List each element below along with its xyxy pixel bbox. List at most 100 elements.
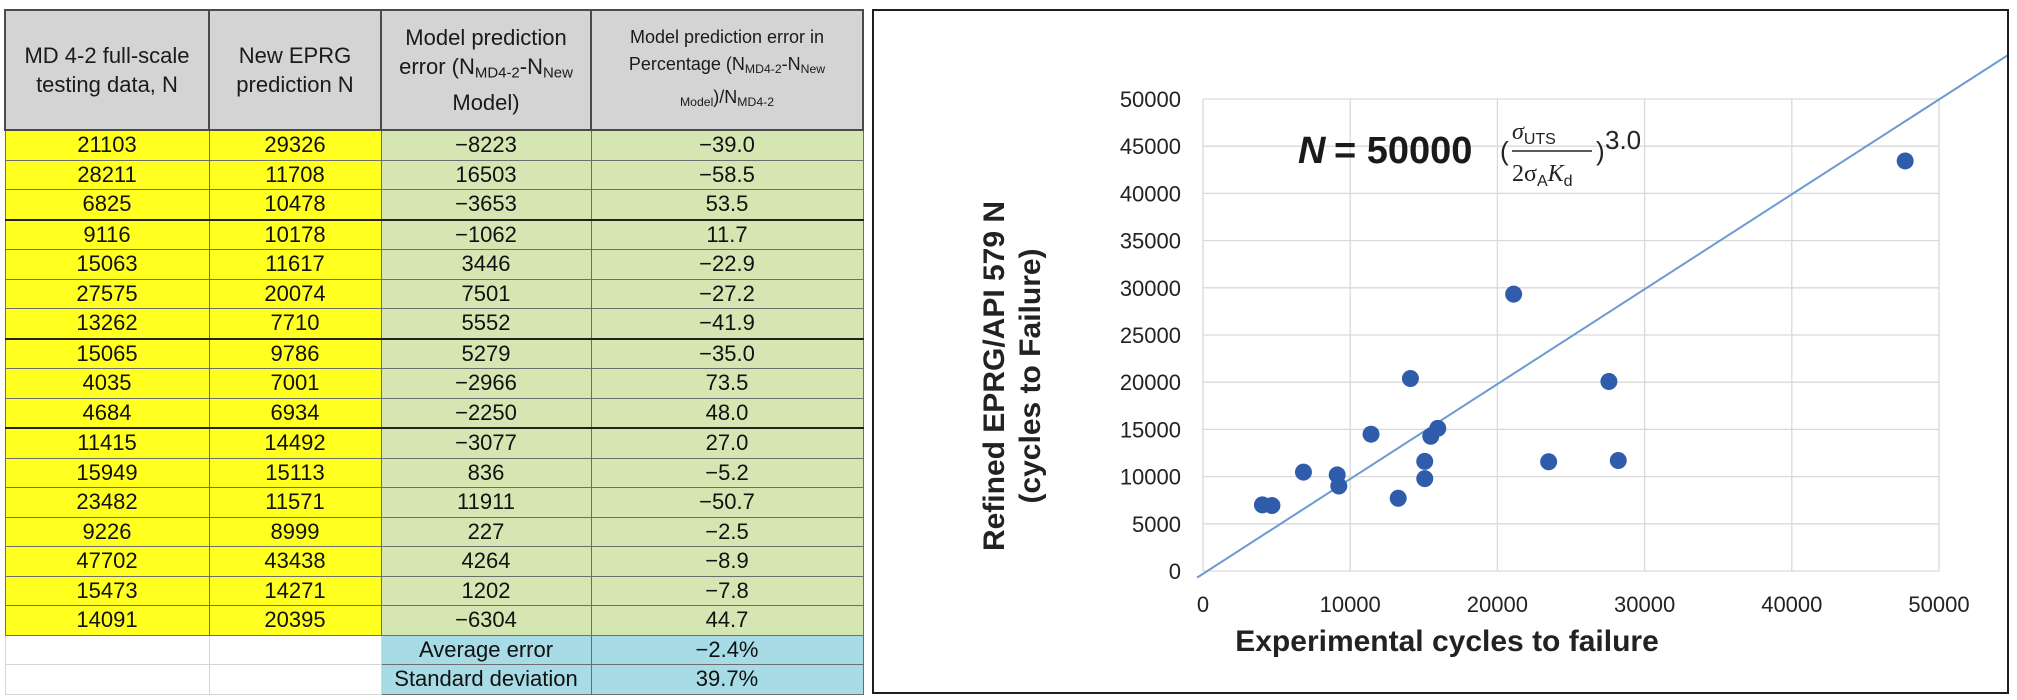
cell-error-value: −3653: [380, 189, 592, 220]
header-model-error-sub: New: [542, 64, 573, 82]
header-model-error-sub: MD4-2: [474, 64, 520, 82]
x-tick-label: 40000: [1761, 592, 1822, 617]
data-point: [1540, 453, 1558, 471]
table-row: 47702 43438 4264 −8.9: [4, 546, 864, 577]
cell-percent-value: −5.2: [590, 457, 864, 488]
cell-percent-value: −35.0: [590, 337, 864, 369]
cell-percent-value: −50.7: [590, 487, 864, 518]
table-row: 14091 20395 −6304 44.7: [4, 605, 864, 636]
cell-percent-value: −22.9: [590, 249, 864, 280]
data-point: [1600, 373, 1618, 391]
data-point: [1330, 477, 1348, 495]
cell-error-value: −1062: [380, 218, 592, 250]
cell-percent-value: 44.7: [590, 605, 864, 636]
cell-prediction-value: 10178: [208, 218, 382, 250]
cell-prediction-value: 6934: [208, 397, 382, 429]
cell-percent-value: 27.0: [590, 427, 864, 459]
data-point: [1263, 497, 1281, 515]
formula-denominator: 2σAKd: [1512, 161, 1573, 190]
empty-cell: [208, 664, 382, 695]
table-row: 4684 6934 −2250 48.0: [4, 397, 864, 429]
header-percent-error-text: Model prediction error in Percentage (N: [628, 27, 825, 75]
cell-testing-value: 13262: [4, 308, 210, 339]
chart-points: [1253, 152, 1914, 515]
formula-sub-uts: UTS: [1524, 131, 1556, 148]
cell-percent-value: 11.7: [590, 218, 864, 250]
y-tick-label: 45000: [1120, 134, 1181, 159]
cell-testing-value: 28211: [4, 159, 210, 190]
table-header-row: MD 4-2 full-scale testing data, N New EP…: [4, 9, 864, 131]
header-model-error-text: Model prediction error (N: [399, 25, 567, 80]
cell-percent-value: −8.9: [590, 546, 864, 577]
table-row: 15063 11617 3446 −22.9: [4, 249, 864, 280]
table-row: 13262 7710 5552 −41.9: [4, 308, 864, 339]
data-point: [1505, 285, 1523, 303]
y-tick-label: 40000: [1120, 181, 1181, 206]
table-row: 15473 14271 1202 −7.8: [4, 575, 864, 606]
cell-prediction-value: 11708: [208, 159, 382, 190]
header-percent-error-text: -N: [781, 54, 801, 75]
data-point: [1401, 369, 1419, 387]
cell-testing-value: 9116: [4, 218, 210, 250]
cell-testing-value: 27575: [4, 278, 210, 309]
reference-line: [1196, 54, 2007, 579]
cell-prediction-value: 29326: [208, 129, 382, 161]
formula-sigma: σ: [1512, 119, 1525, 145]
header-eprg-prediction-label: New EPRG prediction N: [236, 43, 354, 97]
cell-percent-value: 73.5: [590, 368, 864, 399]
y-axis-title-line1: Refined EPRG/API 579 N: [978, 201, 1011, 551]
cell-error-value: −3077: [380, 427, 592, 459]
table-row: 9226 8999 227 −2.5: [4, 516, 864, 547]
cell-testing-value: 47702: [4, 546, 210, 577]
summary-row-standard-deviation: Standard deviation 39.7%: [4, 664, 864, 695]
cell-testing-value: 6825: [4, 189, 210, 220]
cell-testing-value: 15473: [4, 575, 210, 606]
table-row: 21103 29326 −8223 −39.0: [4, 129, 864, 161]
header-eprg-prediction: New EPRG prediction N: [208, 9, 382, 131]
table-body: 21103 29326 −8223 −39.0 28211 11708 16503 −58.5…: [4, 129, 864, 695]
x-tick-label: 10000: [1320, 592, 1381, 617]
cell-error-value: 7501: [380, 278, 592, 309]
cell-error-value: 4264: [380, 546, 592, 577]
y-tick-label: 25000: [1120, 323, 1181, 348]
data-point: [1362, 425, 1380, 443]
y-tick-label: 50000: [1120, 87, 1181, 112]
average-error-label: Average error: [380, 634, 592, 665]
y-axis-title: Refined EPRG/API 579 N (cycles to Failur…: [978, 201, 1047, 551]
cell-testing-value: 4684: [4, 397, 210, 429]
cell-prediction-value: 43438: [208, 546, 382, 577]
cell-prediction-value: 8999: [208, 516, 382, 547]
cell-testing-value: 9226: [4, 516, 210, 547]
cell-error-value: 11911: [380, 487, 592, 518]
data-point: [1416, 452, 1434, 470]
formula-exponent: 3.0: [1605, 125, 1641, 155]
cell-prediction-value: 20074: [208, 278, 382, 309]
header-percent-error-sub: New Model: [679, 62, 826, 109]
chart-ticks: 0 5000 10000 15000 20000 25000 30000 35000 40000…: [1120, 87, 1970, 617]
x-tick-label: 0: [1197, 592, 1209, 617]
y-tick-label: 10000: [1120, 465, 1181, 490]
cell-error-value: −6304: [380, 605, 592, 636]
header-percent-error-sub: MD4-2: [744, 62, 782, 77]
y-axis-title-line2: (cycles to Failure): [1014, 248, 1047, 503]
formula-n: N: [1298, 130, 1327, 172]
formula-2sigma: 2σ: [1512, 161, 1537, 187]
cell-error-value: 3446: [380, 249, 592, 280]
cell-prediction-value: 14492: [208, 427, 382, 459]
cell-error-value: 1202: [380, 575, 592, 606]
table-row: 28211 11708 16503 −58.5: [4, 159, 864, 190]
data-point: [1422, 427, 1440, 445]
formula-k: K: [1547, 161, 1566, 187]
table-row: 6825 10478 −3653 53.5: [4, 189, 864, 220]
cell-error-value: −8223: [380, 129, 592, 161]
empty-cell: [208, 634, 382, 665]
cell-percent-value: −2.5: [590, 516, 864, 547]
header-model-error-text: Model): [452, 89, 520, 115]
cell-prediction-value: 20395: [208, 605, 382, 636]
y-tick-label: 15000: [1120, 417, 1181, 442]
table-row: 15065 9786 5279 −35.0: [4, 337, 864, 369]
data-point: [1609, 451, 1627, 469]
cell-testing-value: 14091: [4, 605, 210, 636]
x-axis-title: Experimental cycles to failure: [1235, 625, 1659, 658]
formula-annotation: N = 50000 ( σUTS 2σAKd ) 3.0: [1298, 119, 1641, 190]
